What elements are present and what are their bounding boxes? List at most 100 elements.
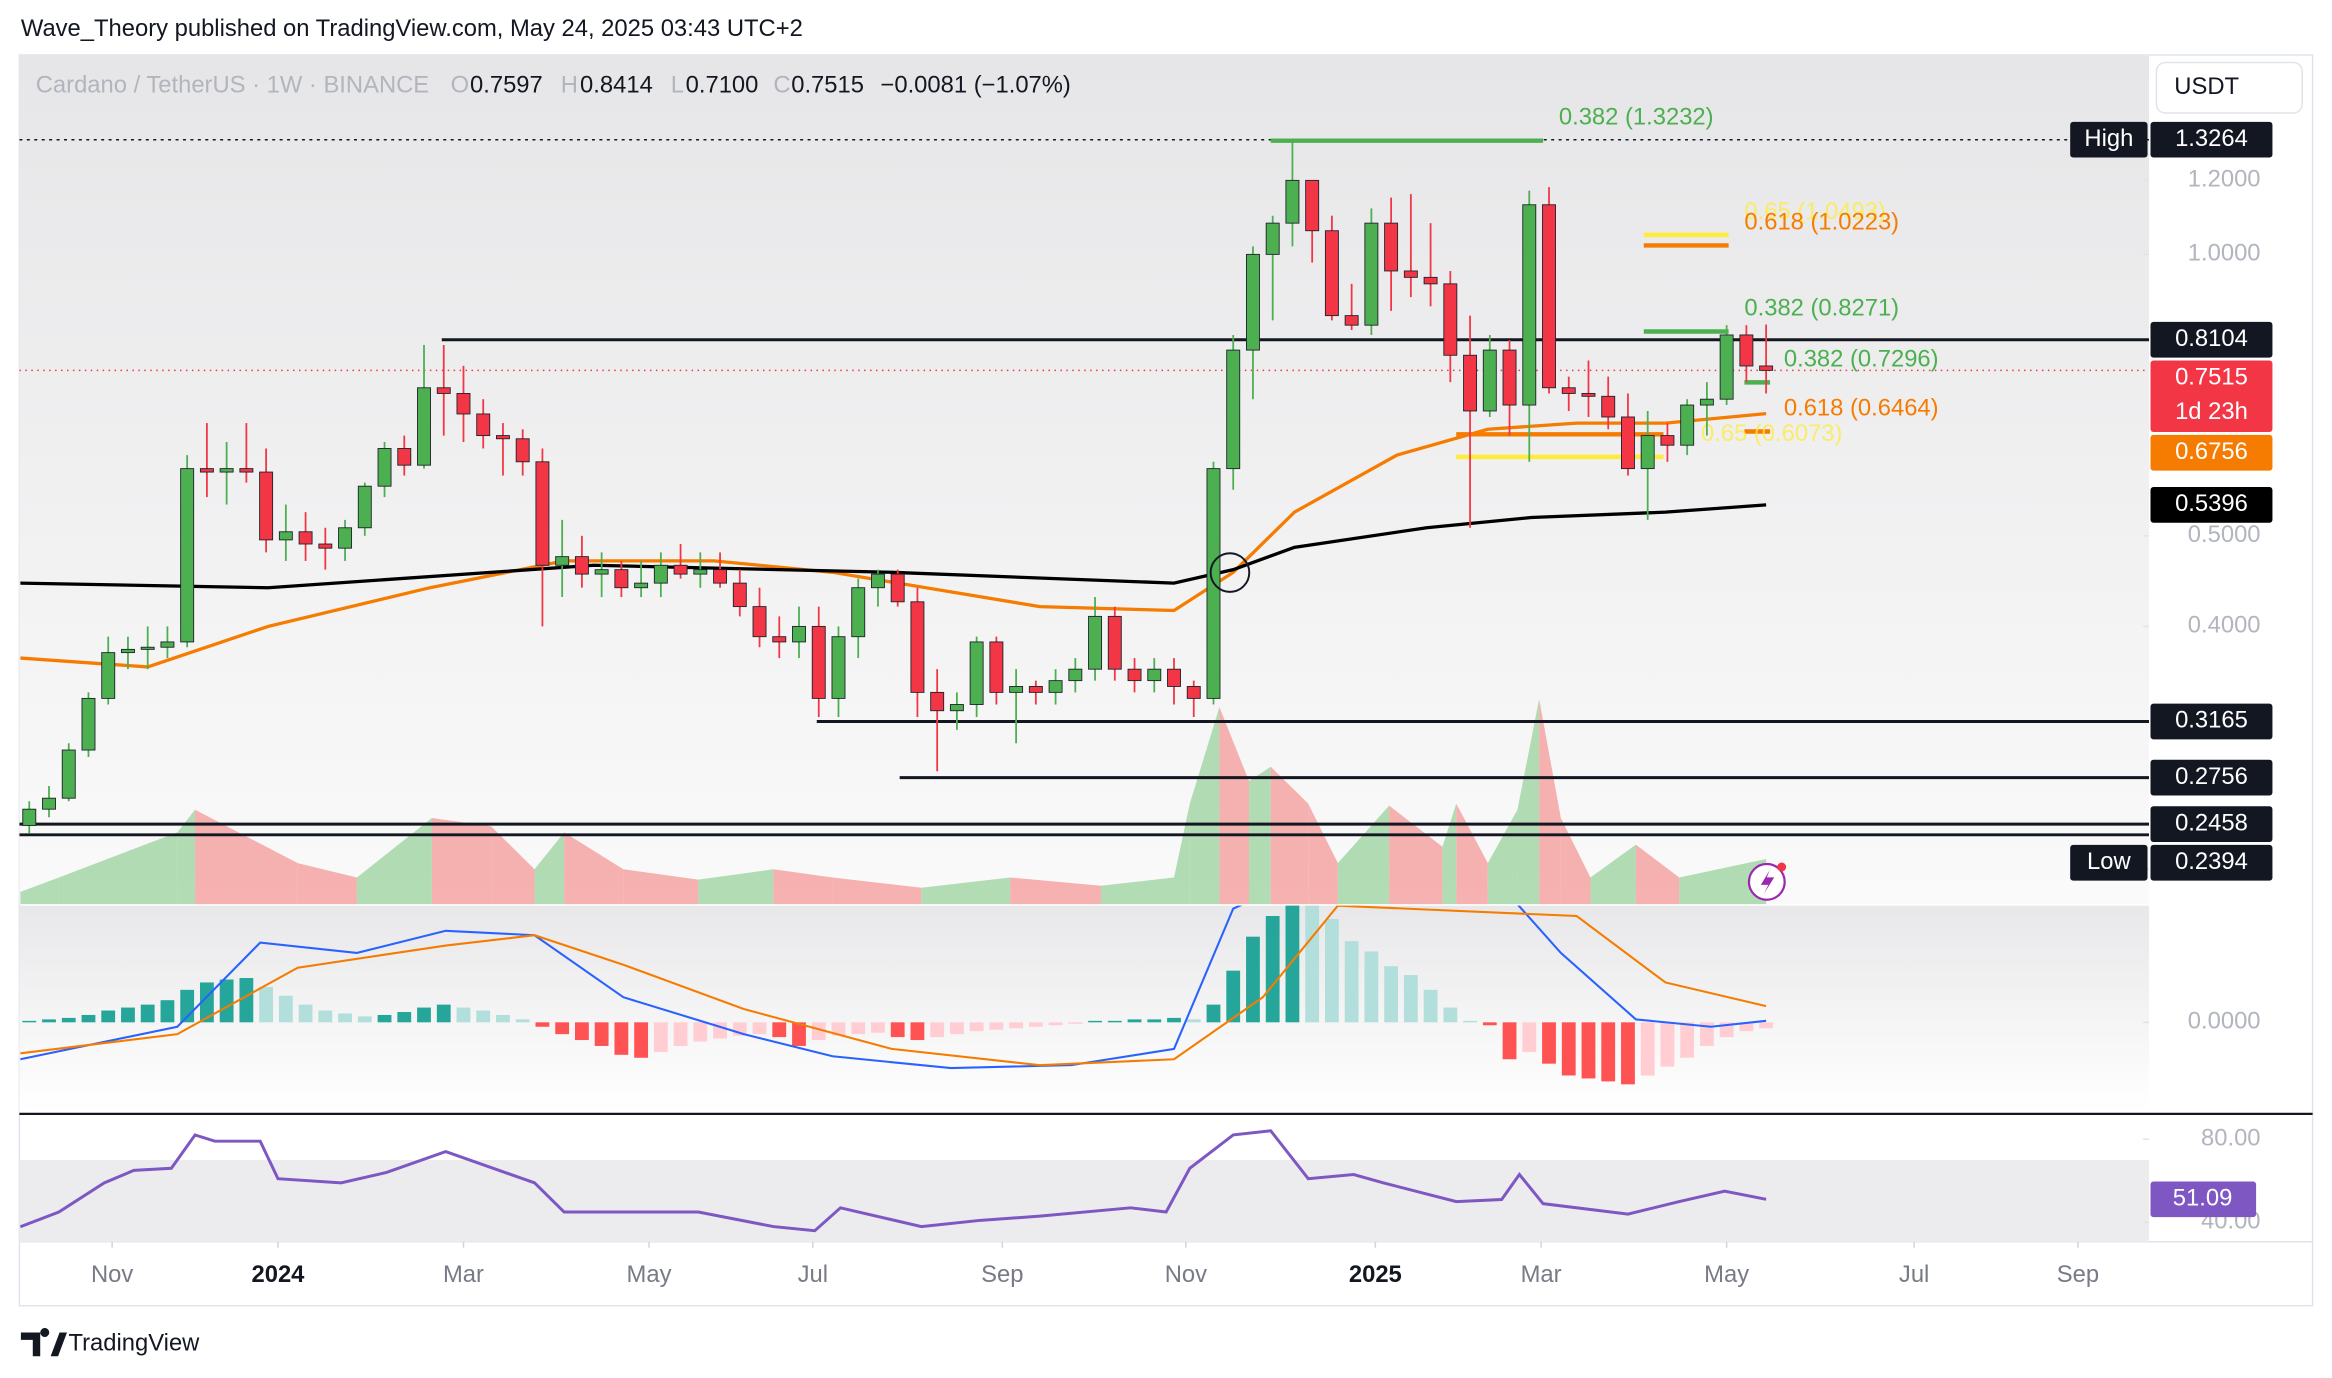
- currency-button[interactable]: [2155, 61, 2303, 114]
- price-badge-value: 0.6756: [2175, 438, 2248, 465]
- macd-histogram-bar: [1384, 966, 1399, 1023]
- macd-histogram-bar: [1423, 989, 1438, 1023]
- logo-mark: [20, 1328, 67, 1357]
- change-value: −0.0081 (−1.07%): [880, 72, 1070, 99]
- price-badge-value: 0.3165: [2175, 707, 2248, 734]
- candle-body: [574, 556, 589, 575]
- candle-body: [357, 485, 372, 529]
- alert-bolt[interactable]: [1760, 869, 1775, 894]
- open-label: O: [451, 72, 470, 99]
- candle-body: [417, 387, 431, 466]
- oscillator-area: [491, 826, 535, 905]
- macd-histogram-bar: [121, 1007, 135, 1023]
- oscillator-area: [1635, 844, 1680, 905]
- candle-body: [278, 531, 293, 541]
- alert-icon[interactable]: [1747, 862, 1787, 901]
- macd-histogram-bar: [496, 1014, 510, 1023]
- candle-body: [653, 564, 668, 584]
- macd-histogram-bar: [910, 1022, 925, 1041]
- macd-histogram-bar: [1344, 941, 1359, 1023]
- macd-histogram-bar: [42, 1019, 56, 1023]
- fib-label: 0.382 (0.8271): [1744, 294, 1899, 321]
- candle-body: [1482, 349, 1497, 412]
- main-layer: 0.382 (1.3232) 0.65 (1.0493)0.618 (1.0223…: [19, 104, 2150, 905]
- macd-histogram-bar: [752, 1022, 767, 1035]
- macd-histogram-bar: [436, 1004, 451, 1023]
- candle-body: [831, 636, 846, 699]
- candle-body: [555, 556, 570, 566]
- macd-histogram-bar: [1660, 1022, 1675, 1067]
- candle-body: [61, 749, 76, 799]
- main-pane: [19, 55, 2150, 905]
- macd-histogram-bar: [1699, 1022, 1714, 1046]
- macd-histogram-bar: [1324, 918, 1339, 1023]
- macd-histogram-bar: [555, 1022, 570, 1035]
- level-tag-label: High: [2084, 125, 2133, 152]
- macd-histogram-bar: [1167, 1017, 1181, 1023]
- macd-histogram-bar: [357, 1016, 372, 1023]
- macd-histogram-bar: [239, 978, 254, 1023]
- overlay-layer: 0.22000.40000.50001.00001.2000Nov2024Mar…: [91, 121, 2273, 1288]
- candle-body: [42, 797, 56, 810]
- candle-body: [515, 438, 530, 463]
- x-tick-label: Nov: [1165, 1261, 1207, 1288]
- macd-histogram-bar: [1068, 1022, 1083, 1024]
- macd-histogram-bar: [81, 1014, 96, 1023]
- candle-body: [1186, 686, 1201, 699]
- candle-body: [1226, 349, 1241, 470]
- macd-histogram-bar: [298, 1004, 313, 1023]
- macd-histogram-bar: [1561, 1022, 1576, 1076]
- currency-label[interactable]: USDT: [2174, 73, 2239, 100]
- candle-body: [1285, 179, 1300, 224]
- candle-body: [752, 606, 767, 638]
- macd-histogram-bar: [140, 1004, 155, 1023]
- oscillator-area: [1456, 803, 1488, 905]
- candle-body: [535, 461, 550, 566]
- candle-body: [1107, 615, 1122, 670]
- candle-body: [1581, 392, 1596, 397]
- candle-body: [673, 564, 688, 575]
- macd-histogram-bar: [792, 1022, 806, 1046]
- macd-histogram-bar: [377, 1014, 392, 1023]
- macd-histogram-bar: [1739, 1022, 1754, 1032]
- macd-histogram-bar: [1680, 1022, 1695, 1058]
- macd-histogram-bar: [1364, 951, 1379, 1023]
- y-tick-label: 80.00: [2201, 1124, 2261, 1151]
- y-tick-label: 1.0000: [2188, 240, 2261, 267]
- candle-body: [239, 468, 254, 473]
- oscillator-area: [773, 869, 833, 905]
- oscillator-area: [431, 817, 492, 905]
- candle-body: [1147, 668, 1162, 682]
- candle-body: [1305, 179, 1320, 232]
- candle-body: [1739, 334, 1754, 367]
- open-value: 0.7597: [470, 72, 543, 99]
- candle-body: [120, 648, 135, 654]
- candle-body: [772, 636, 787, 643]
- macd-histogram-bar: [219, 979, 234, 1023]
- candle-body: [22, 808, 37, 826]
- publish-info: Wave_Theory published on TradingView.com…: [21, 15, 803, 42]
- candle-body: [1601, 395, 1616, 418]
- rsi-band: [19, 1159, 2150, 1242]
- candle-body: [495, 435, 510, 440]
- candle-body: [614, 569, 629, 589]
- oscillator-area: [1442, 803, 1457, 905]
- macd-histogram-bar: [1759, 1022, 1774, 1029]
- rsi-badge-value: 51.09: [2173, 1185, 2233, 1212]
- candle-body: [634, 582, 649, 589]
- price-badge-value: 0.7515: [2175, 364, 2248, 391]
- rsi-line: [19, 1129, 1767, 1233]
- candle-body: [930, 691, 945, 712]
- x-tick-label: Jul: [798, 1261, 828, 1288]
- alert-dot[interactable]: [1777, 862, 1787, 872]
- macd-histogram-bar: [831, 1022, 846, 1036]
- y-tick-label: 0.0000: [2188, 1008, 2261, 1035]
- price-badge-value: 0.2394: [2175, 848, 2248, 875]
- candle-body: [811, 625, 826, 699]
- macd-histogram-bar: [772, 1022, 787, 1038]
- footer-logo: TradingView: [20, 1328, 200, 1357]
- price-badge: [2150, 321, 2273, 358]
- oscillator-area: [1308, 803, 1338, 905]
